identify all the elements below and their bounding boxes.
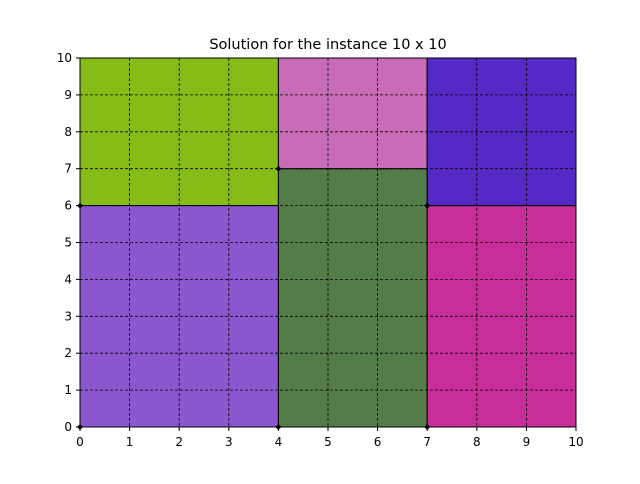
x-tick-label-2: 2 <box>175 435 183 449</box>
y-tick-label-0: 0 <box>64 420 72 434</box>
corner-marker-5 <box>424 202 431 209</box>
x-tick-label-8: 8 <box>473 435 481 449</box>
x-tick-label-6: 6 <box>374 435 382 449</box>
x-tick-label-7: 7 <box>423 435 431 449</box>
x-tick-label-3: 3 <box>225 435 233 449</box>
y-tick-label-10: 10 <box>57 51 72 65</box>
x-tick-label-0: 0 <box>76 435 84 449</box>
y-tick-label-8: 8 <box>64 125 72 139</box>
x-tick-label-9: 9 <box>523 435 531 449</box>
y-tick-label-4: 4 <box>64 272 72 286</box>
y-tick-label-5: 5 <box>64 236 72 250</box>
y-tick-label-2: 2 <box>64 346 72 360</box>
x-tick-label-10: 10 <box>568 435 583 449</box>
y-tick-label-9: 9 <box>64 88 72 102</box>
x-tick-label-1: 1 <box>126 435 134 449</box>
ticks-layer: 0 1 2 3 4 5 6 7 8 9 10 0 1 2 3 4 5 6 7 8 9 10 <box>57 51 584 449</box>
plot-frame <box>79 57 577 428</box>
grid-layer <box>80 58 576 427</box>
y-tick-label-1: 1 <box>64 383 72 397</box>
rectangle-3 <box>277 57 428 170</box>
rectangle-2 <box>277 168 428 428</box>
corner-marker-3 <box>275 165 282 172</box>
y-tick-label-3: 3 <box>64 309 72 323</box>
y-tick-label-7: 7 <box>64 162 72 176</box>
chart-title: Solution for the instance 10 x 10 <box>209 37 446 53</box>
x-tick-label-5: 5 <box>324 435 332 449</box>
x-tick-label-4: 4 <box>275 435 283 449</box>
y-tick-label-6: 6 <box>64 199 72 213</box>
